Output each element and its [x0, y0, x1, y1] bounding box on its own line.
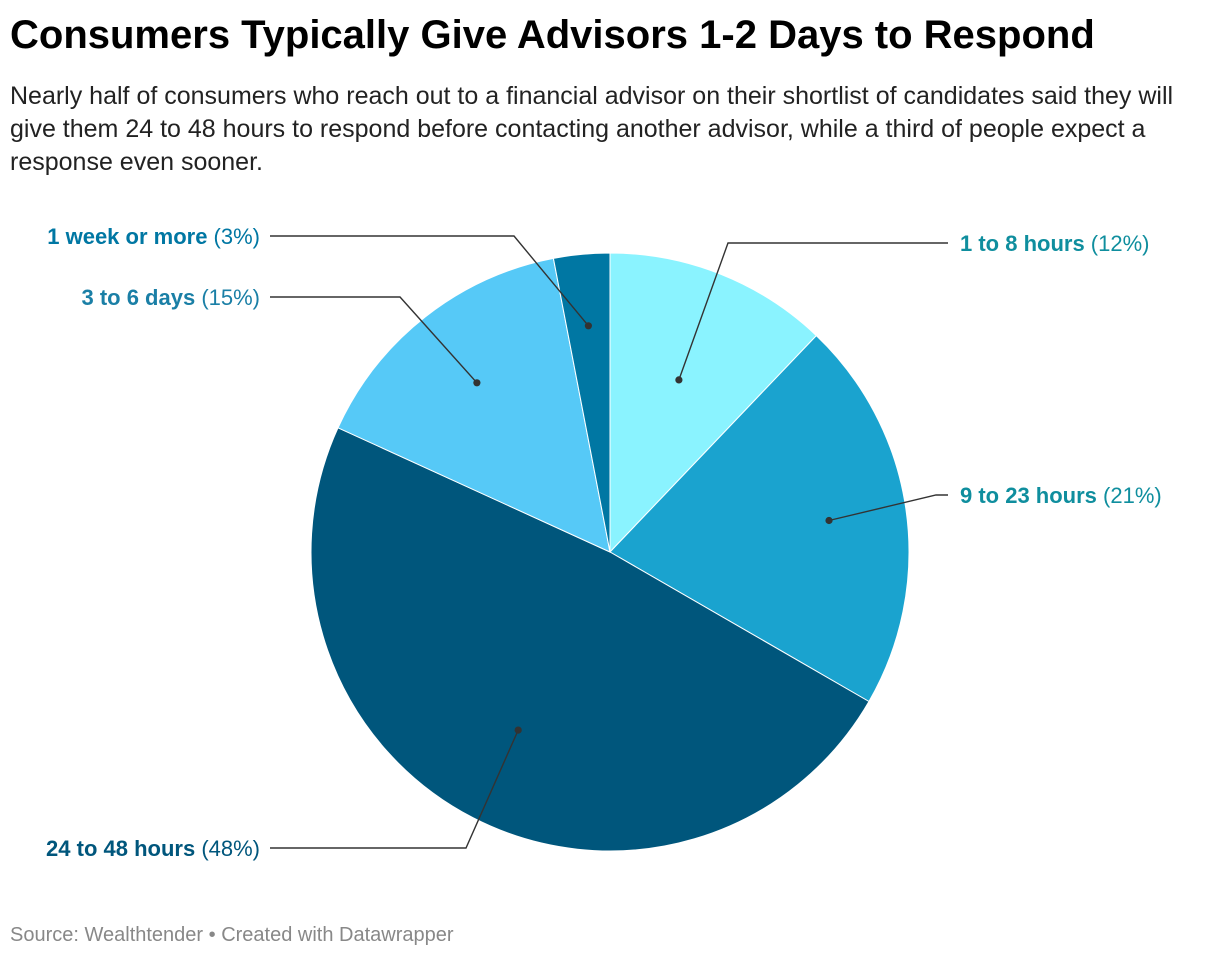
pie-slice-1-week-or-more — [552, 252, 611, 553]
slice-label-1-to-8-hours: 1 to 8 hours (12%) — [960, 231, 1149, 256]
slice-label-name: 24 to 48 hours — [46, 836, 195, 861]
slice-label-name: 3 to 6 days — [81, 285, 195, 310]
leader-dot-1-week-or-more — [584, 322, 593, 330]
pie-slice-1-to-8-hours — [609, 252, 818, 554]
pie-leader-lines — [270, 235, 948, 849]
leader-dot-3-to-6-days — [473, 379, 481, 387]
pie-chart: 1 to 8 hours (12%) 9 to 23 hours (21%) 24 … — [46, 224, 1162, 861]
slice-label-1-week-or-more: 1 week or more (3%) — [47, 224, 260, 249]
slice-label-value: (48%) — [195, 836, 260, 861]
leader-line-3-to-6-days — [270, 296, 478, 384]
pie-slice-24-to-48-hours — [310, 427, 870, 852]
slice-label-name: 1 week or more — [47, 224, 207, 249]
slice-label-value: (12%) — [1085, 231, 1150, 256]
leader-line-9-to-23-hours — [828, 494, 948, 522]
leader-dot-9-to-23-hours — [825, 516, 833, 525]
slice-label-name: 9 to 23 hours — [960, 483, 1097, 508]
slice-label-name: 1 to 8 hours — [960, 231, 1085, 256]
slice-label-9-to-23-hours: 9 to 23 hours (21%) — [960, 483, 1162, 508]
pie-slice-3-to-6-days — [337, 257, 611, 553]
leader-line-1-to-8-hours — [678, 242, 948, 381]
slice-label-value: (21%) — [1097, 483, 1162, 508]
slice-label-3-to-6-days: 3 to 6 days (15%) — [81, 285, 260, 310]
pie-labels: 1 to 8 hours (12%) 9 to 23 hours (21%) 24 … — [46, 224, 1162, 861]
pie-slice-9-to-23-hours — [609, 334, 910, 703]
source-note: Source: Wealthtender • Created with Data… — [10, 924, 454, 946]
leader-dot-24-to-48-hours — [514, 726, 522, 734]
chart-title: Consumers Typically Give Advisors 1-2 Da… — [10, 13, 1095, 57]
leader-line-24-to-48-hours — [270, 729, 519, 849]
leader-dot-1-to-8-hours — [675, 376, 683, 384]
pie-slices — [310, 252, 910, 852]
slice-label-value: (15%) — [195, 285, 260, 310]
chart-subtitle: Nearly half of consumers who reach out t… — [10, 82, 1174, 176]
slice-label-24-to-48-hours: 24 to 48 hours (48%) — [46, 836, 260, 861]
slice-label-value: (3%) — [207, 224, 260, 249]
leader-line-1-week-or-more — [270, 235, 589, 327]
